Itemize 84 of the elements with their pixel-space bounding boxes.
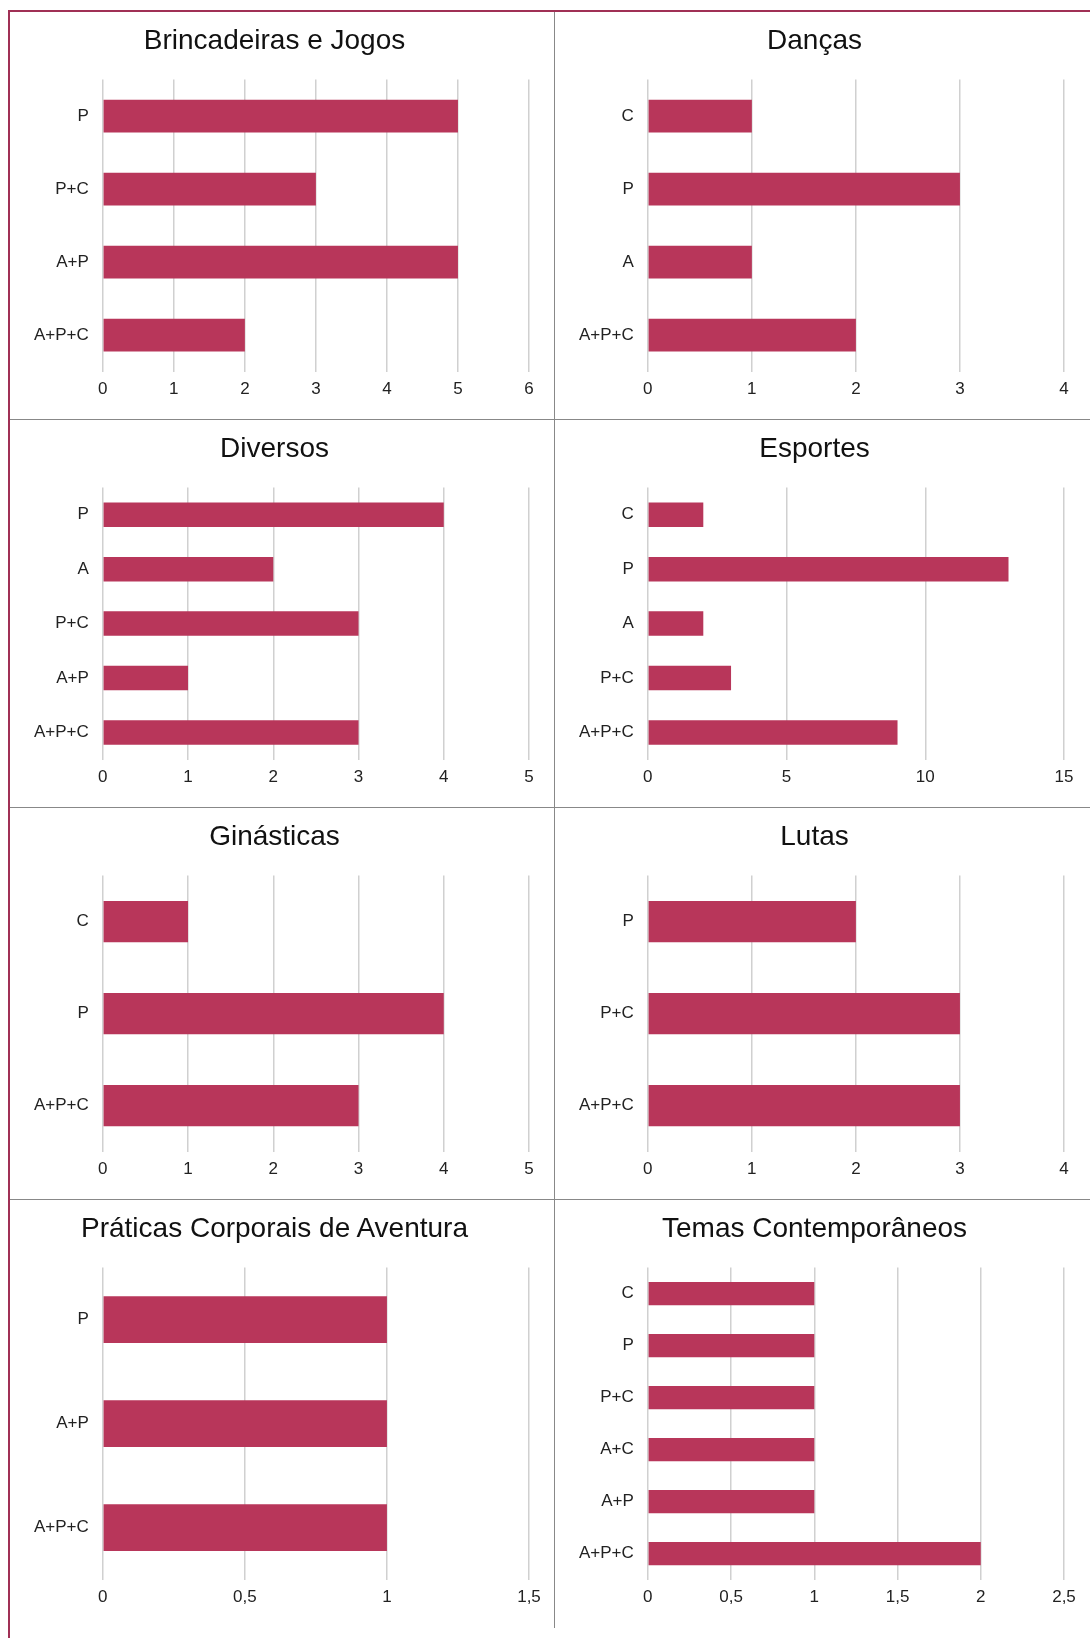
x-tick-label: 4 <box>1059 1159 1069 1179</box>
y-tick-label: A+P+C <box>34 324 89 344</box>
x-tick-label: 1 <box>382 1587 392 1607</box>
x-tick-label: 1 <box>747 1159 757 1179</box>
x-tick-label: 1 <box>747 379 757 399</box>
chart-title: Práticas Corporais de Aventura <box>80 1211 469 1243</box>
x-tick-label: 3 <box>955 379 965 399</box>
y-tick-label: A <box>77 558 90 578</box>
y-tick-label: P <box>77 1309 89 1329</box>
y-tick-label: A+P+C <box>34 1095 89 1115</box>
x-tick-label: 1,5 <box>885 1587 910 1607</box>
y-tick-label: A <box>622 251 635 271</box>
y-tick-label: P+C <box>600 1387 634 1407</box>
chart-title: Esportes <box>759 431 870 463</box>
x-tick-label: 2 <box>851 1159 861 1179</box>
x-tick-label: 0,5 <box>233 1587 257 1607</box>
y-tick-label: P+C <box>600 1003 634 1023</box>
x-tick-label: 3 <box>311 379 321 399</box>
y-tick-label: P <box>77 504 89 524</box>
x-tick-label: 2 <box>976 1587 986 1607</box>
y-tick-label: P+C <box>55 613 89 633</box>
y-tick-label: A+P+C <box>579 1543 634 1563</box>
chart-title: Ginásticas <box>209 819 340 851</box>
x-tick-label: 0 <box>98 379 108 399</box>
x-tick-label: 1 <box>183 1159 193 1179</box>
y-tick-label: A+P+C <box>579 324 634 344</box>
y-tick-label: A+P <box>56 667 89 687</box>
x-tick-label: 0 <box>98 767 108 787</box>
x-tick-label: 5 <box>524 1159 534 1179</box>
x-tick-label: 0 <box>98 1159 108 1179</box>
x-tick-label: 3 <box>955 1159 965 1179</box>
y-tick-label: P+C <box>55 178 89 198</box>
x-tick-label: 6 <box>524 379 534 399</box>
x-tick-label: 1 <box>169 379 179 399</box>
x-tick-label: 1 <box>183 767 193 787</box>
chart-title: Temas Contemporâneos <box>661 1211 968 1243</box>
x-tick-label: 0 <box>98 1587 108 1607</box>
x-tick-label: 4 <box>382 379 392 399</box>
y-tick-label: P <box>622 911 634 931</box>
x-tick-label: 2 <box>851 379 861 399</box>
y-tick-label: C <box>621 504 634 524</box>
y-tick-label: A+P <box>56 1413 89 1433</box>
y-tick-label: C <box>621 105 634 125</box>
x-tick-label: 2 <box>268 767 279 787</box>
y-tick-label: C <box>76 911 89 931</box>
x-tick-label: 0 <box>643 767 653 787</box>
y-tick-label: P <box>77 1003 89 1023</box>
x-tick-label: 5 <box>524 767 534 787</box>
x-tick-label: 5 <box>453 379 463 399</box>
x-tick-label: 0 <box>643 1159 653 1179</box>
x-tick-label: 2,5 <box>1052 1587 1076 1607</box>
y-tick-label: A+P <box>601 1491 634 1511</box>
chart-title: Brincadeiras e Jogos <box>143 23 406 55</box>
x-tick-label: 1 <box>809 1587 820 1607</box>
x-tick-label: 1,5 <box>517 1587 541 1607</box>
x-tick-label: 5 <box>781 767 792 787</box>
y-tick-label: C <box>621 1283 634 1303</box>
y-tick-label: P <box>622 558 634 578</box>
x-tick-label: 2 <box>240 379 250 399</box>
y-tick-label: A+P+C <box>34 722 89 742</box>
chart-title: Danças <box>767 23 862 55</box>
y-tick-label: A+P+C <box>34 1517 89 1537</box>
y-tick-label: A+P+C <box>579 1095 634 1115</box>
y-tick-label: P <box>622 1335 634 1355</box>
chart-title: Diversos <box>220 431 329 463</box>
x-tick-label: 0 <box>643 379 653 399</box>
x-tick-label: 3 <box>353 1159 364 1179</box>
y-tick-label: A+P <box>56 251 89 271</box>
y-tick-label: P+C <box>600 667 634 687</box>
x-tick-label: 4 <box>439 1159 449 1179</box>
y-tick-label: P <box>622 178 634 198</box>
x-tick-label: 0,5 <box>719 1587 743 1607</box>
y-tick-label: A+P+C <box>579 722 634 742</box>
y-tick-label: A+C <box>600 1439 634 1459</box>
y-tick-label: A <box>622 613 635 633</box>
x-tick-label: 4 <box>1059 379 1069 399</box>
x-tick-label: 10 <box>915 767 935 787</box>
x-tick-label: 15 <box>1054 767 1074 787</box>
x-tick-label: 0 <box>643 1587 653 1607</box>
y-tick-label: P <box>77 105 89 125</box>
x-tick-label: 2 <box>268 1159 279 1179</box>
x-tick-label: 4 <box>439 767 449 787</box>
chart-title: Lutas <box>780 819 849 851</box>
x-tick-label: 3 <box>353 767 364 787</box>
